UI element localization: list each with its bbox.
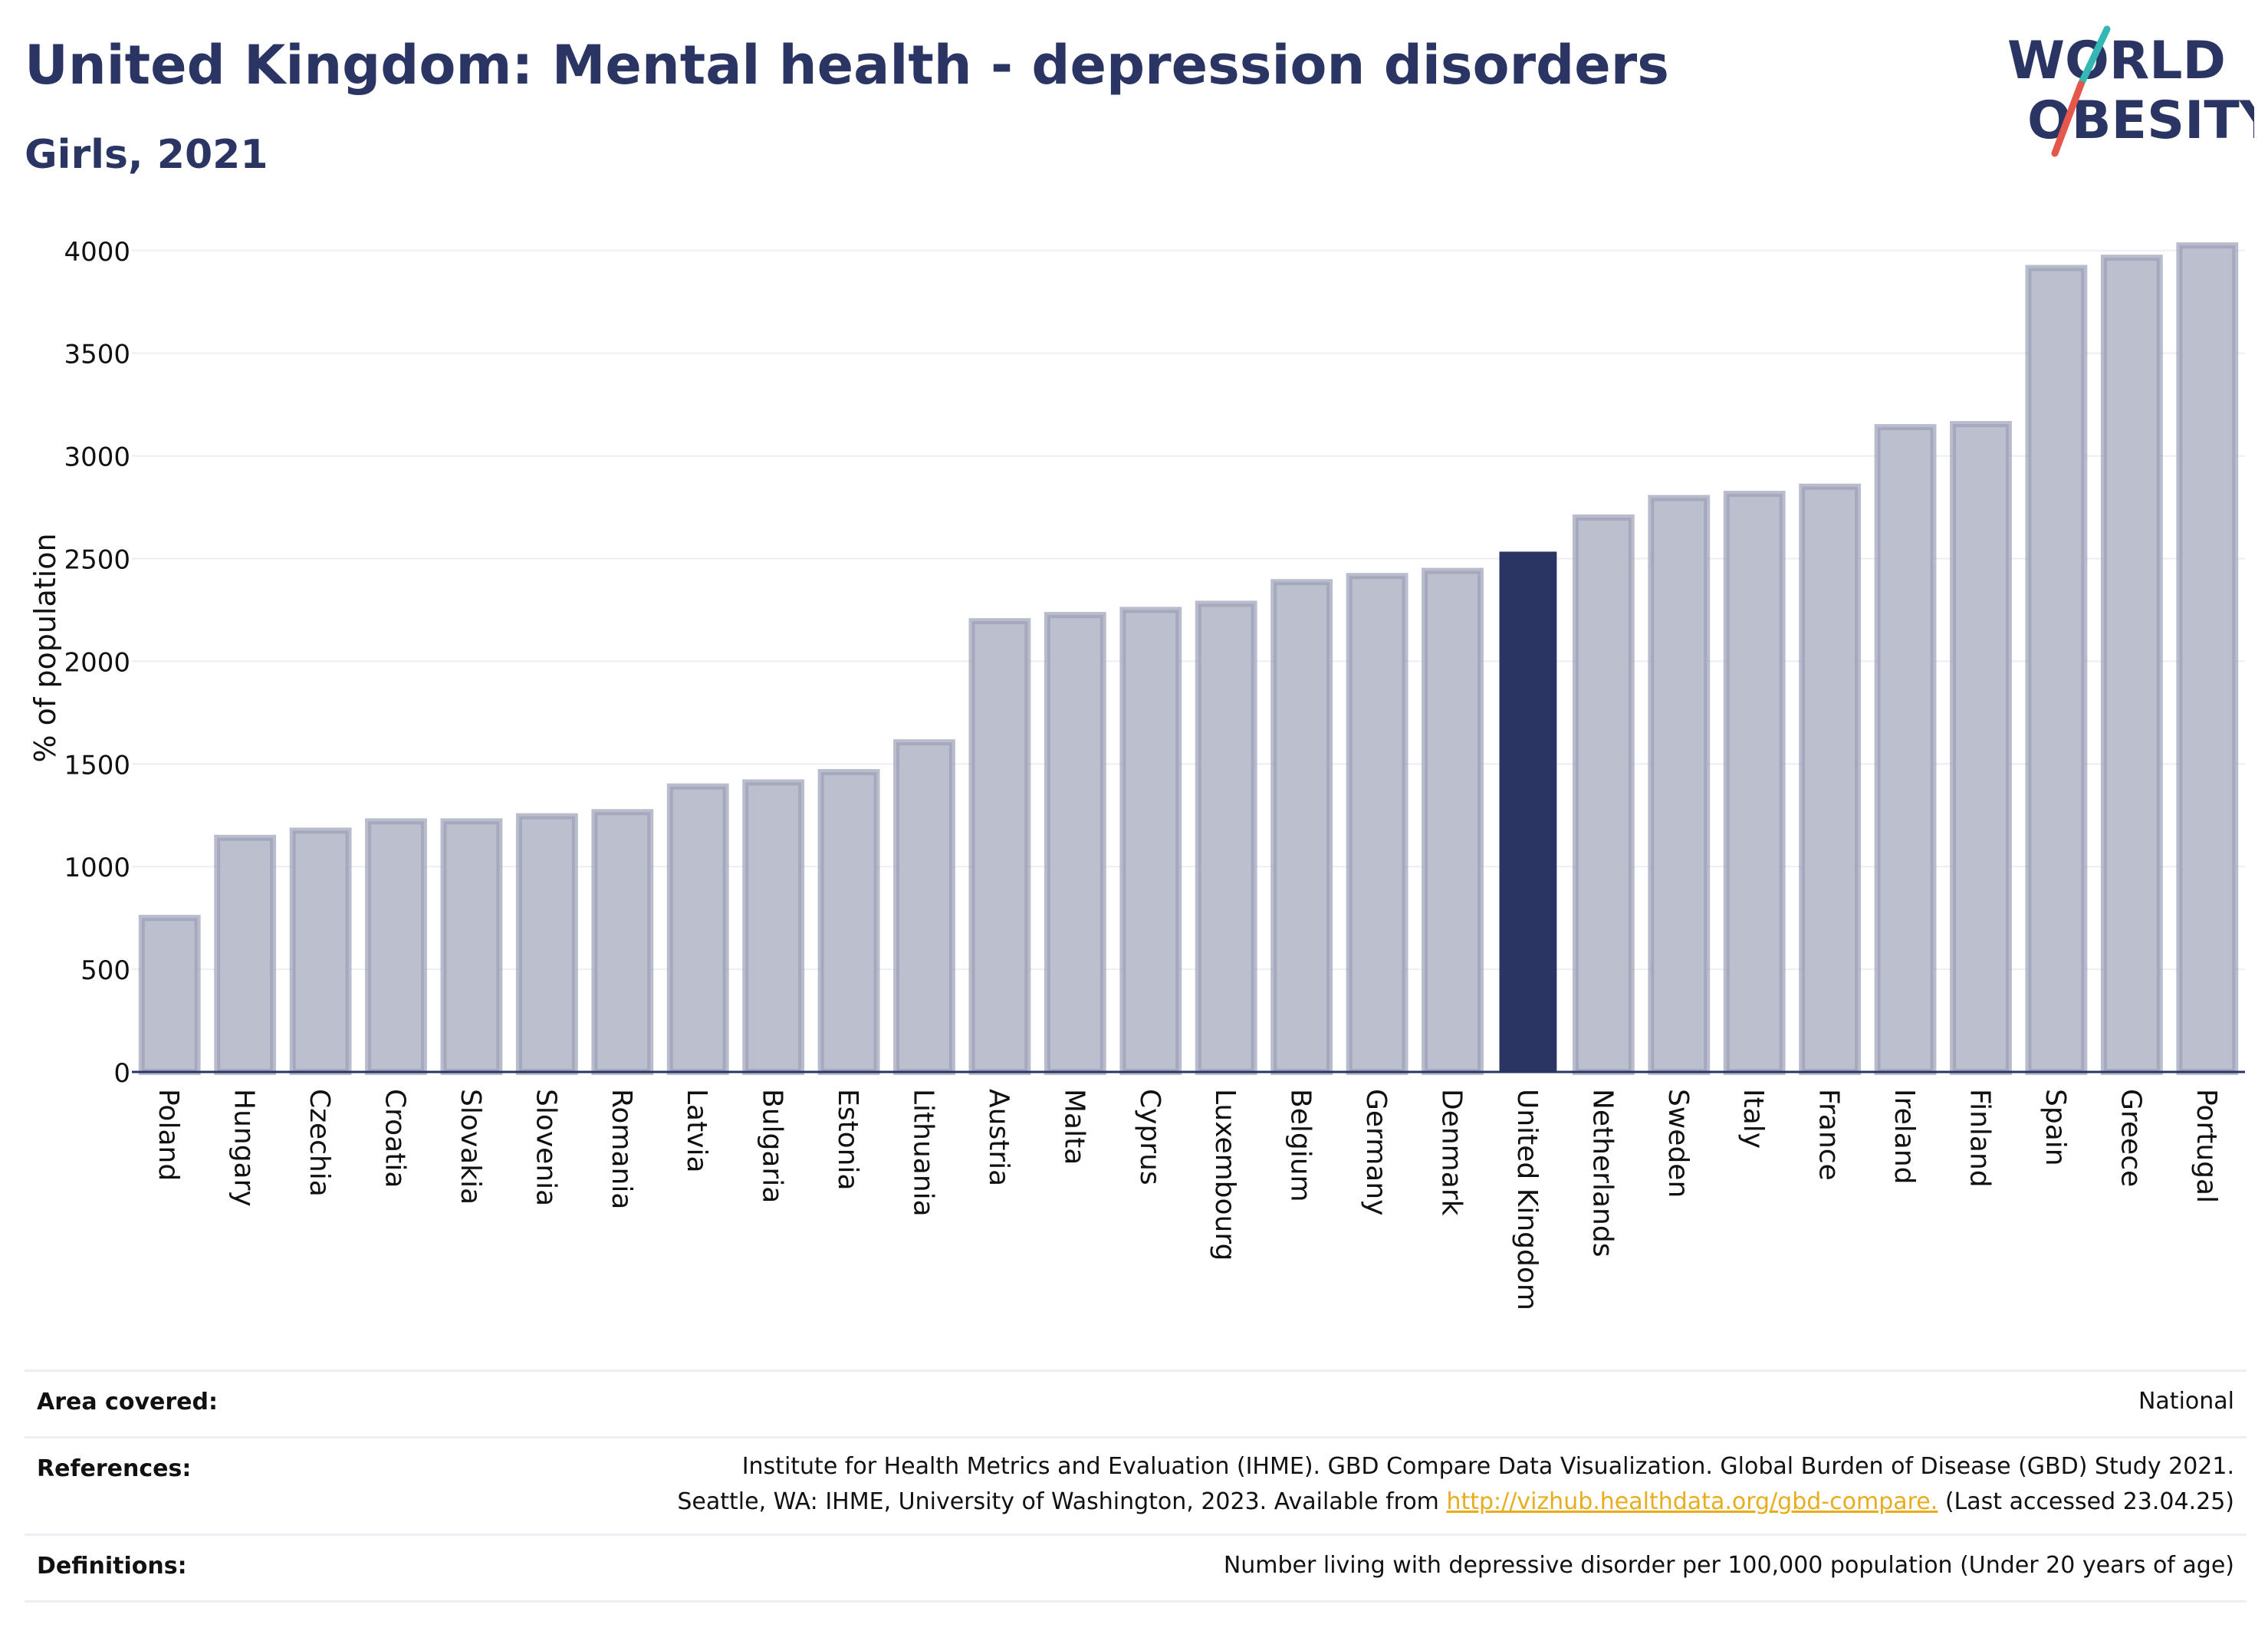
bars — [138, 242, 2239, 1076]
y-tick-label: 2500 — [64, 544, 130, 575]
bar-sweden[interactable] — [1648, 495, 1711, 1075]
bar-malta[interactable] — [1044, 612, 1106, 1075]
references-line2: Seattle, WA: IHME, University of Washing… — [677, 1484, 2234, 1520]
bar-estonia[interactable] — [817, 769, 880, 1075]
x-tick-labels: Poland Hungary Czechia Croatia Slovakia Slove… — [153, 1089, 2222, 1310]
definitions-value: Number living with depressive disorder p… — [1223, 1552, 2234, 1579]
bar-italy[interactable] — [1723, 491, 1786, 1075]
x-tick-label: Estonia — [832, 1089, 863, 1191]
x-tick-label: Slovakia — [455, 1089, 486, 1205]
bar-poland[interactable] — [138, 915, 201, 1076]
references-value: Institute for Health Metrics and Evaluat… — [677, 1449, 2234, 1520]
logo-slash-red — [2051, 81, 2085, 157]
bar-slovenia[interactable] — [515, 813, 578, 1075]
x-tick-label: Romania — [606, 1089, 637, 1209]
bar-hungary[interactable] — [214, 834, 277, 1075]
x-tick-label: Latvia — [681, 1089, 712, 1173]
references-line1: Institute for Health Metrics and Evaluat… — [741, 1453, 2234, 1480]
info-row-definitions: Definitions: Number living with depressi… — [25, 1534, 2247, 1603]
world-obesity-logo: WORLD OBESITY — [2007, 25, 2254, 157]
definitions-label: Definitions: — [37, 1553, 187, 1580]
x-tick-label: Cyprus — [1134, 1089, 1165, 1185]
bar-france[interactable] — [1799, 483, 1862, 1075]
x-tick-label: Hungary — [228, 1089, 260, 1207]
x-tick-label: Austria — [983, 1089, 1014, 1186]
y-tick-label: 1000 — [64, 853, 130, 883]
y-tick-label: 4000 — [64, 237, 130, 268]
bar-luxembourg[interactable] — [1195, 600, 1257, 1075]
references-label: References: — [37, 1455, 192, 1482]
x-tick-label: Bulgaria — [757, 1089, 788, 1203]
bar-croatia[interactable] — [365, 818, 427, 1076]
info-row-area: Area covered: National — [25, 1369, 2247, 1436]
bar-denmark[interactable] — [1422, 567, 1484, 1075]
chart-subtitle: Girls, 2021 — [25, 132, 268, 178]
bar-bulgaria[interactable] — [742, 779, 805, 1076]
references-line2-pre: Seattle, WA: IHME, University of Washing… — [677, 1488, 1447, 1515]
bar-germany[interactable] — [1346, 573, 1408, 1075]
y-axis-label: % of population — [28, 533, 62, 762]
bar-czechia[interactable] — [289, 827, 352, 1075]
x-tick-label: Croatia — [380, 1089, 411, 1188]
y-tick-label: 2000 — [64, 647, 130, 678]
bar-slovakia[interactable] — [440, 818, 503, 1076]
x-tick-label: Belgium — [1285, 1089, 1316, 1202]
x-tick-label: France — [1813, 1089, 1845, 1181]
y-tick-label: 3000 — [64, 442, 130, 473]
x-tick-label: Italy — [1737, 1089, 1769, 1149]
y-tick-label: 1500 — [64, 750, 130, 781]
x-tick-label: Czechia — [304, 1089, 335, 1197]
area-covered-value: National — [2138, 1388, 2234, 1415]
x-tick-label: Portugal — [2191, 1089, 2222, 1203]
bar-ireland[interactable] — [1874, 424, 1937, 1075]
bar-chart: 0 500 1000 1500 2000 2500 3000 3500 4000 Poland H… — [28, 237, 2245, 1310]
x-tick-label: Luxembourg — [1209, 1089, 1241, 1261]
bar-lithuania[interactable] — [893, 739, 955, 1075]
bar-greece[interactable] — [2100, 255, 2163, 1075]
references-link[interactable]: http://vizhub.healthdata.org/gbd-compare… — [1446, 1488, 1938, 1515]
x-tick-label: Poland — [153, 1089, 184, 1181]
x-tick-label: Slovenia — [530, 1089, 561, 1206]
references-line2-post: (Last accessed 23.04.25) — [1938, 1488, 2234, 1515]
x-tick-label: Sweden — [1662, 1089, 1694, 1198]
bar-portugal[interactable] — [2176, 242, 2239, 1076]
bar-spain[interactable] — [2025, 265, 2088, 1075]
info-table: Area covered: National References: Insti… — [25, 1369, 2247, 1603]
y-tick-label: 500 — [81, 955, 130, 986]
x-tick-label: Finland — [1964, 1089, 1996, 1188]
bar-finland[interactable] — [1950, 421, 2012, 1075]
x-tick-label: Denmark — [1436, 1089, 1468, 1216]
logo-slash-teal — [2077, 25, 2111, 88]
bar-netherlands[interactable] — [1572, 514, 1635, 1075]
area-covered-label: Area covered: — [37, 1389, 218, 1415]
bar-united-kingdom[interactable] — [1499, 551, 1557, 1073]
x-tick-label: Spain — [2040, 1089, 2071, 1166]
y-tick-labels: 0 500 1000 1500 2000 2500 3000 3500 4000 — [64, 237, 130, 1089]
x-tick-label: Lithuania — [908, 1089, 939, 1217]
x-tick-label: Germany — [1360, 1089, 1392, 1215]
logo-line1: WORLD — [2007, 31, 2226, 91]
bar-latvia[interactable] — [666, 783, 729, 1075]
bar-belgium[interactable] — [1270, 579, 1333, 1075]
x-tick-label: Netherlands — [1586, 1089, 1618, 1257]
bar-austria[interactable] — [968, 618, 1031, 1075]
x-tick-label: Ireland — [1888, 1089, 1920, 1185]
bar-romania[interactable] — [591, 809, 654, 1075]
y-tick-label: 3500 — [64, 340, 130, 370]
bar-cyprus[interactable] — [1119, 607, 1182, 1075]
x-tick-label: Malta — [1058, 1089, 1090, 1165]
info-row-references: References: Institute for Health Metrics… — [25, 1436, 2247, 1534]
x-tick-label: Greece — [2115, 1089, 2146, 1187]
chart-title: United Kingdom: Mental health - depressi… — [25, 34, 1669, 97]
y-tick-label: 0 — [113, 1058, 130, 1089]
x-tick-label: United Kingdom — [1511, 1089, 1543, 1310]
